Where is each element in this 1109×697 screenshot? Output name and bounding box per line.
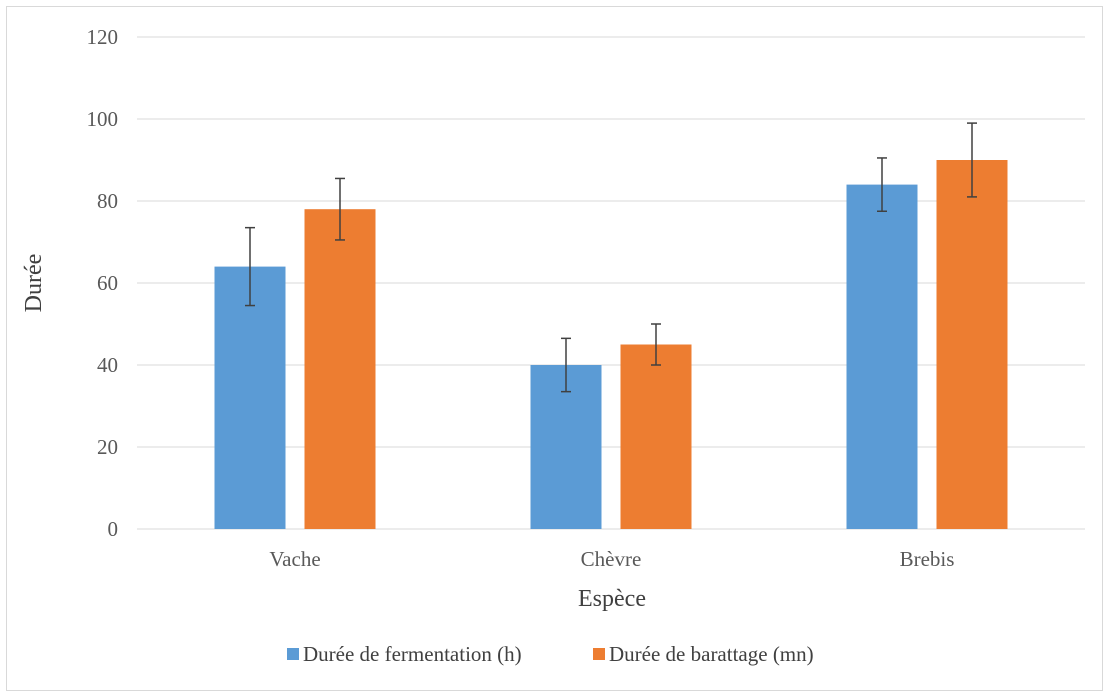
y-tick-label: 100 xyxy=(87,107,119,131)
bars xyxy=(214,160,1008,529)
legend-label: Durée de barattage (mn) xyxy=(609,642,814,666)
y-axis-ticks: 0 20 40 60 80 100 120 xyxy=(87,25,119,541)
bar-vache-fermentation xyxy=(214,266,286,529)
legend-label: Durée de fermentation (h) xyxy=(303,642,522,666)
x-tick-label: Brebis xyxy=(900,547,955,571)
y-tick-label: 20 xyxy=(97,435,118,459)
bar-chèvre-barattage xyxy=(620,344,692,529)
bar-brebis-fermentation xyxy=(846,184,918,529)
x-tick-label: Chèvre xyxy=(581,547,642,571)
x-tick-label: Vache xyxy=(269,547,320,571)
legend-swatch xyxy=(287,648,299,660)
legend-swatch xyxy=(593,648,605,660)
bar-vache-barattage xyxy=(304,209,376,529)
y-tick-label: 80 xyxy=(97,189,118,213)
y-tick-label: 40 xyxy=(97,353,118,377)
x-axis-title: Espèce xyxy=(578,586,646,612)
y-tick-label: 60 xyxy=(97,271,118,295)
bar-brebis-barattage xyxy=(936,160,1008,529)
y-axis-title: Durée xyxy=(21,254,47,313)
gridlines xyxy=(137,36,1085,530)
x-axis-ticks: Vache Chèvre Brebis xyxy=(269,547,954,571)
error-bars xyxy=(245,122,977,393)
y-tick-label: 0 xyxy=(108,517,119,541)
y-tick-label: 120 xyxy=(87,25,119,49)
legend: Durée de fermentation (h) Durée de baratt… xyxy=(287,642,814,666)
chart-frame xyxy=(6,6,1103,691)
